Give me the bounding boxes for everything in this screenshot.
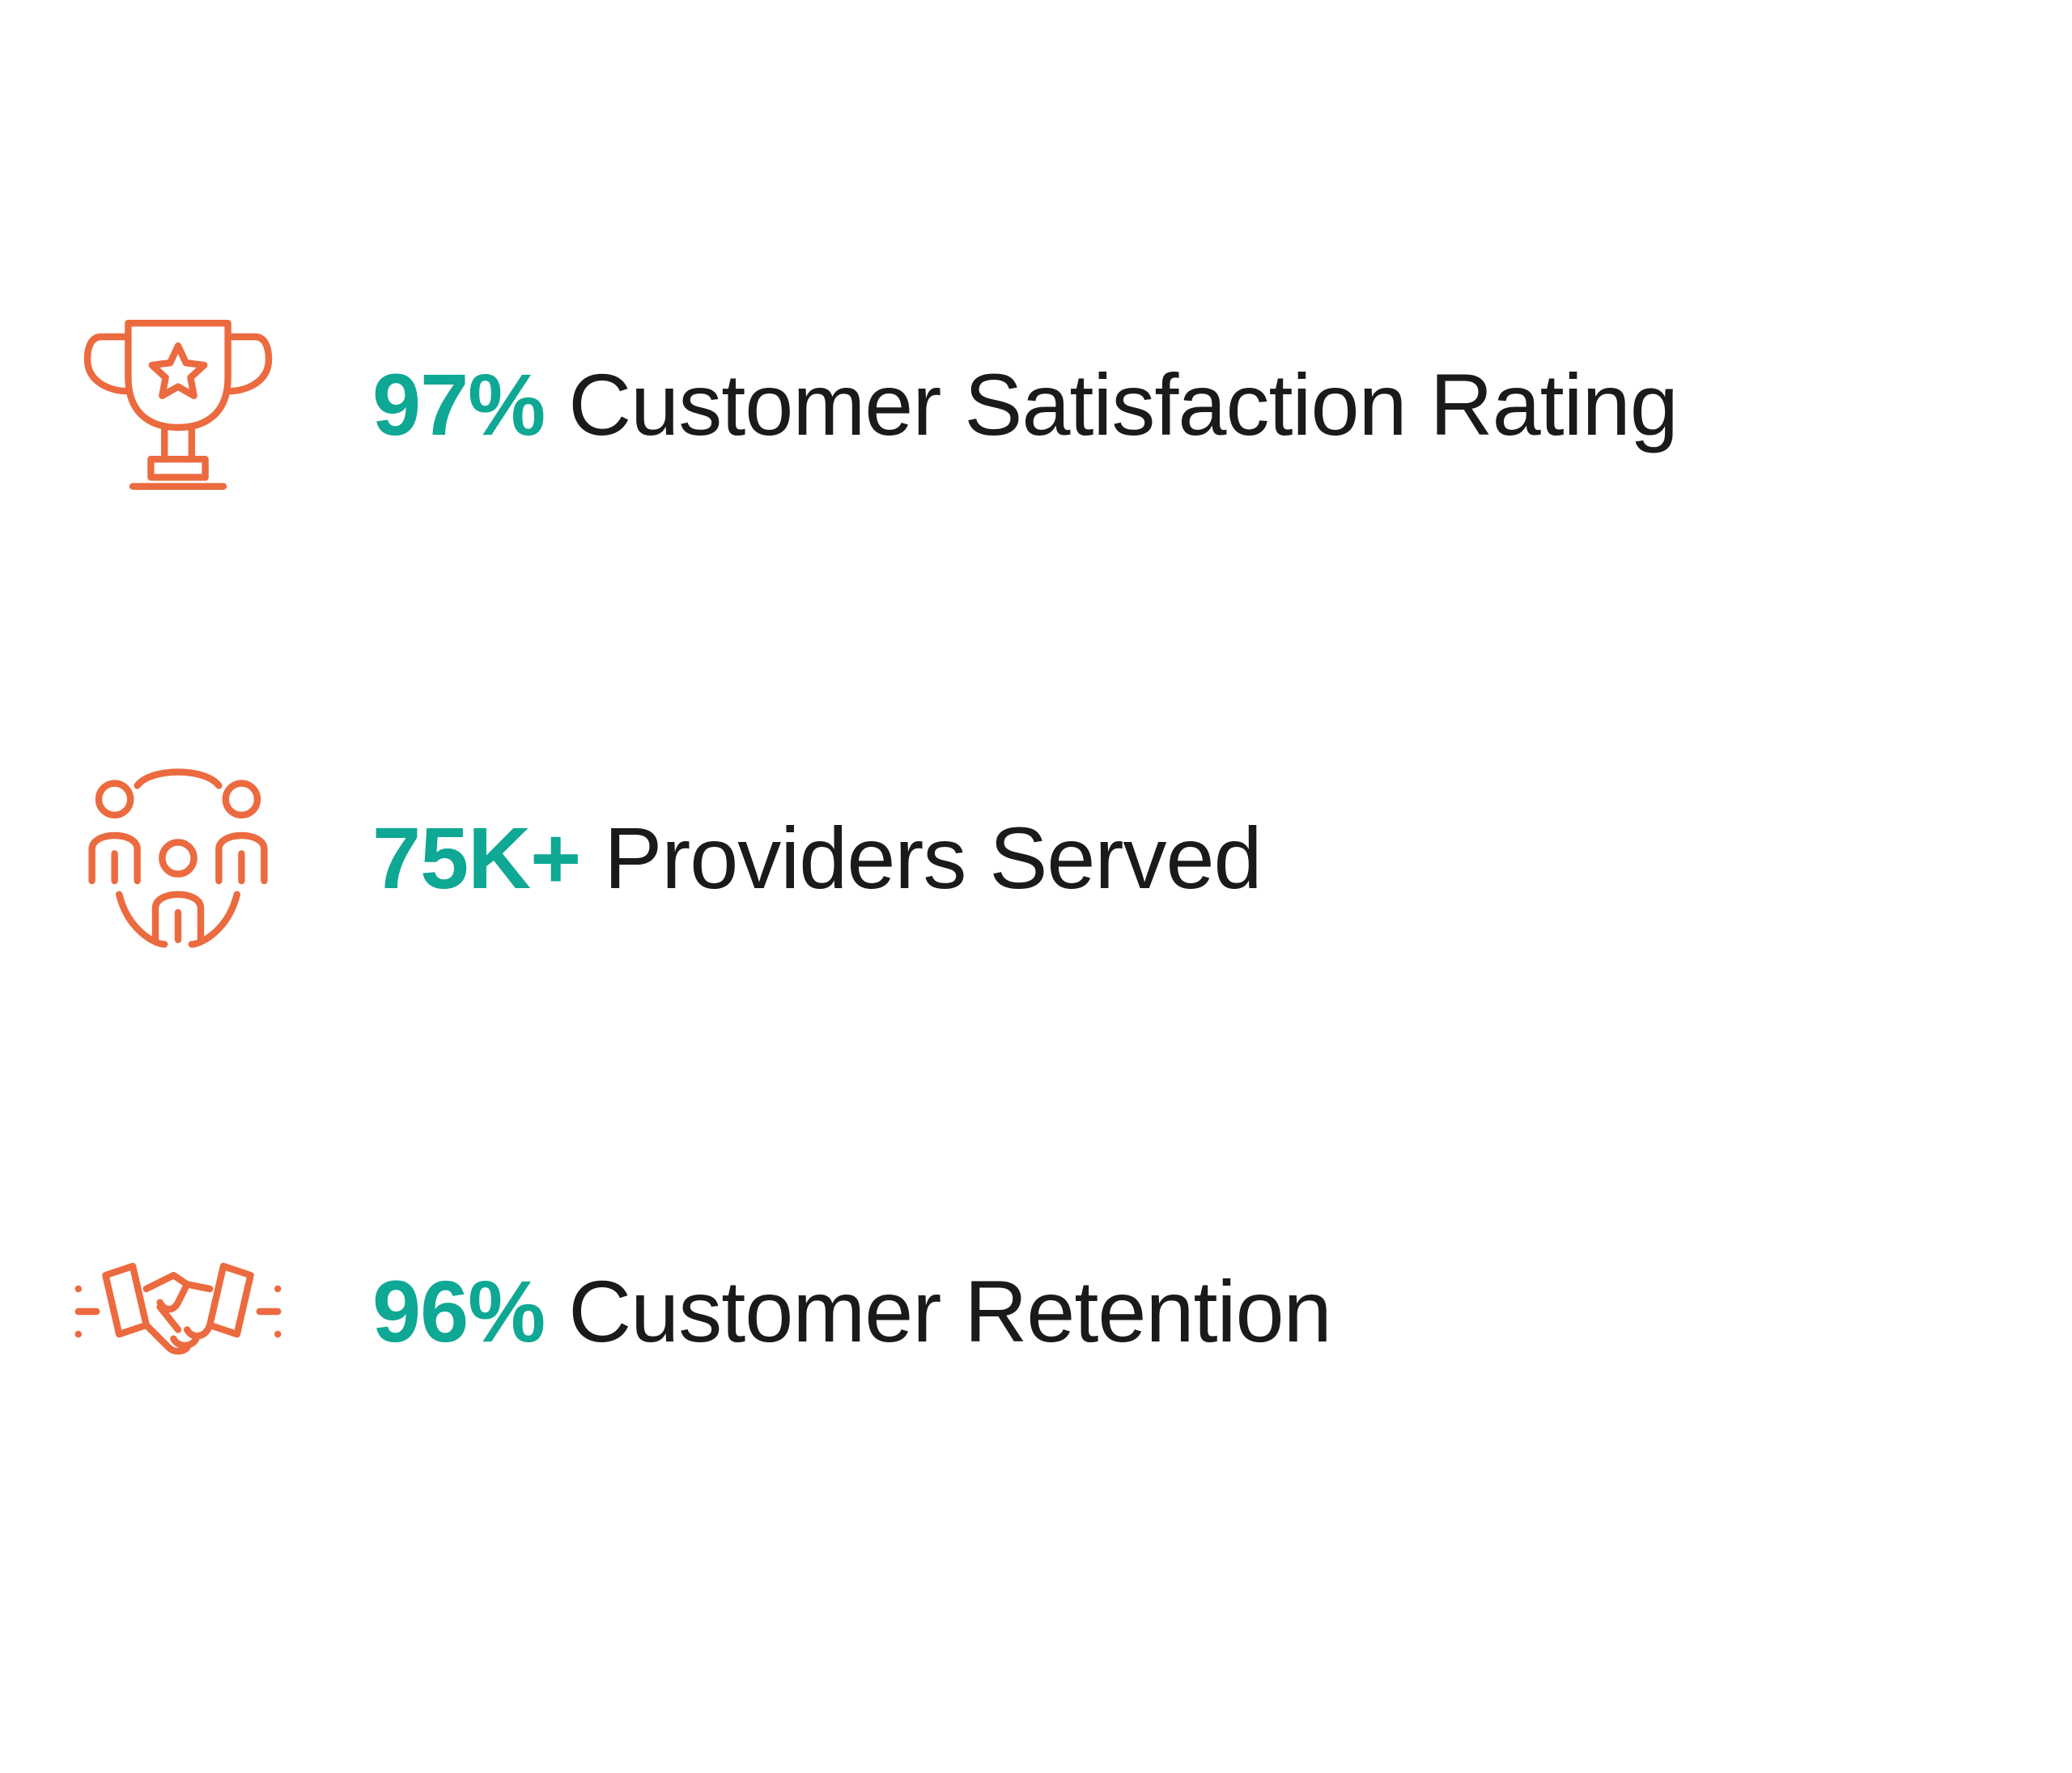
stat-text-satisfaction: 97% Customer Satisfaction Rating [372, 346, 1678, 464]
stat-value: 96% [372, 1262, 545, 1360]
stat-row-providers: 75K+ Providers Served [65, 745, 2007, 972]
people-group-icon [65, 745, 291, 972]
stats-container: 97% Customer Satisfaction Rating [65, 291, 2007, 1425]
stat-text-retention: 96% Customer Retention [372, 1252, 1331, 1371]
stat-value: 75K+ [372, 809, 580, 907]
stat-row-retention: 96% Customer Retention [65, 1198, 2007, 1425]
trophy-icon [65, 291, 291, 518]
stat-value: 97% [372, 355, 545, 453]
stat-label: Providers Served [604, 809, 1261, 907]
stat-row-satisfaction: 97% Customer Satisfaction Rating [65, 291, 2007, 518]
stat-text-providers: 75K+ Providers Served [372, 799, 1262, 917]
handshake-icon [65, 1198, 291, 1425]
stat-label: Customer Retention [568, 1262, 1331, 1360]
stat-label: Customer Satisfaction Rating [568, 355, 1678, 453]
